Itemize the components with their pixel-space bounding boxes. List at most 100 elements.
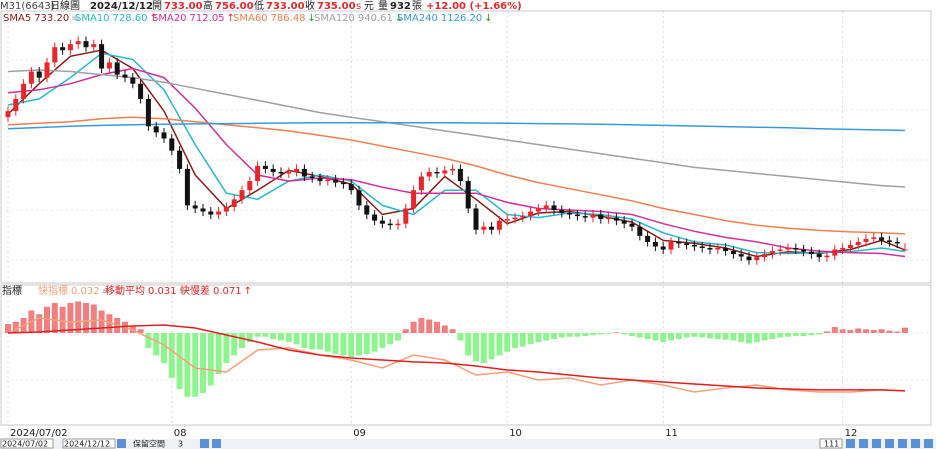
- candle-body: [309, 176, 315, 179]
- close-label: 收: [305, 0, 315, 12]
- candle-body: [138, 83, 144, 99]
- candle-body: [871, 237, 877, 239]
- candle-body: [567, 213, 573, 215]
- candle-body: [613, 217, 619, 221]
- candle-body: [91, 44, 97, 48]
- candle-body: [153, 126, 159, 133]
- legend-name: SMA5: [3, 13, 31, 24]
- histogram-bar: [527, 332, 534, 345]
- legend-name: 快慢差: [180, 284, 210, 297]
- candle-body: [216, 211, 222, 215]
- tool-6[interactable]: [911, 439, 920, 448]
- candle-body: [777, 249, 783, 252]
- legend-value: 0.071: [213, 286, 242, 297]
- histogram-bar: [379, 332, 386, 348]
- start-input[interactable]: [0, 438, 54, 449]
- tool-1[interactable]: [846, 439, 855, 448]
- histogram-bar: [496, 332, 503, 356]
- calendar-button[interactable]: [117, 439, 126, 448]
- candle-body: [294, 168, 300, 172]
- x-tick-label: 10: [509, 428, 522, 439]
- end-input[interactable]: [62, 438, 116, 449]
- candle-body: [855, 241, 861, 245]
- tool-5[interactable]: [898, 439, 907, 448]
- candle-body: [840, 248, 846, 250]
- histogram-bar: [707, 332, 713, 339]
- histogram-bar: [753, 332, 760, 342]
- histogram-bar: [714, 332, 721, 339]
- histogram-bar: [395, 332, 401, 341]
- histogram-bar: [738, 332, 745, 342]
- legend-trend: ↓: [395, 13, 403, 24]
- candle-body: [161, 132, 167, 139]
- candle-body: [769, 251, 775, 255]
- candle-body: [286, 171, 292, 174]
- x-tick-label: 08: [174, 428, 187, 439]
- legend-trend: ↓: [484, 13, 492, 24]
- candle-body: [36, 71, 42, 78]
- legend-name: SMA240: [397, 13, 438, 24]
- candle-body: [122, 74, 128, 78]
- x-tick-label: 12: [845, 428, 858, 439]
- s-mark: s: [356, 1, 361, 12]
- histogram-bar: [473, 332, 479, 362]
- candle-body: [676, 241, 682, 244]
- histogram-bar: [200, 332, 206, 393]
- candle-body: [801, 249, 807, 252]
- histogram-bar: [777, 332, 784, 338]
- candle-body: [364, 205, 370, 215]
- candle-body: [231, 199, 237, 207]
- candle-body: [863, 238, 869, 242]
- ma-line: [7, 49, 906, 258]
- ma-line: [7, 67, 906, 258]
- legend-value: 786.48: [271, 13, 306, 24]
- histogram-bar: [785, 332, 791, 337]
- tool-2[interactable]: [859, 439, 868, 448]
- candle-body: [668, 241, 674, 250]
- reserve-button-2[interactable]: [212, 439, 221, 448]
- candle-body: [317, 178, 323, 182]
- x-tick-label: 2024/07/02: [10, 428, 68, 439]
- histogram-bar: [246, 332, 253, 342]
- price-panel: [0, 10, 932, 284]
- candle-body: [255, 165, 261, 182]
- histogram-bar: [574, 332, 581, 337]
- header: M31(6643) 日線圖 2024/12/12 開 733.00 高 756.…: [0, 0, 522, 12]
- candle-body: [902, 249, 908, 251]
- histogram-bar: [808, 332, 815, 336]
- tool-3[interactable]: [872, 439, 881, 448]
- histogram-bar: [90, 304, 97, 333]
- legend-value: 712.05: [190, 13, 225, 24]
- count-input[interactable]: [819, 438, 843, 449]
- candle-body: [169, 138, 175, 151]
- candle-body: [590, 214, 596, 218]
- histogram-bar: [106, 314, 113, 333]
- tool-7[interactable]: [924, 439, 933, 448]
- candle-body: [879, 237, 885, 241]
- histogram-bar: [153, 332, 160, 356]
- candle-body: [886, 240, 892, 242]
- histogram-bar: [285, 332, 292, 342]
- histogram-bar: [613, 332, 620, 333]
- volume: 932: [390, 1, 411, 12]
- histogram-bar: [792, 332, 799, 336]
- ma-line: [7, 324, 906, 392]
- candle-body: [13, 98, 19, 112]
- candle-body: [645, 235, 651, 242]
- candle-body: [473, 208, 479, 230]
- legend-value: 733.20: [34, 13, 69, 24]
- histogram-bar: [816, 332, 823, 335]
- legend-value: 728.60: [113, 13, 148, 24]
- candle-body: [426, 171, 432, 177]
- histogram-bar: [434, 321, 440, 333]
- reserve-button[interactable]: [200, 439, 209, 448]
- histogram-bar: [192, 332, 199, 397]
- candle-body: [83, 41, 89, 48]
- histogram-bar: [863, 329, 869, 333]
- histogram-bar: [660, 332, 667, 342]
- histogram-bar: [597, 332, 604, 335]
- tool-4[interactable]: [885, 439, 894, 448]
- candle-body: [684, 243, 690, 245]
- legend-name: SMA10: [75, 13, 110, 24]
- legend-entry: SMA120 940.61 ↓: [314, 13, 403, 24]
